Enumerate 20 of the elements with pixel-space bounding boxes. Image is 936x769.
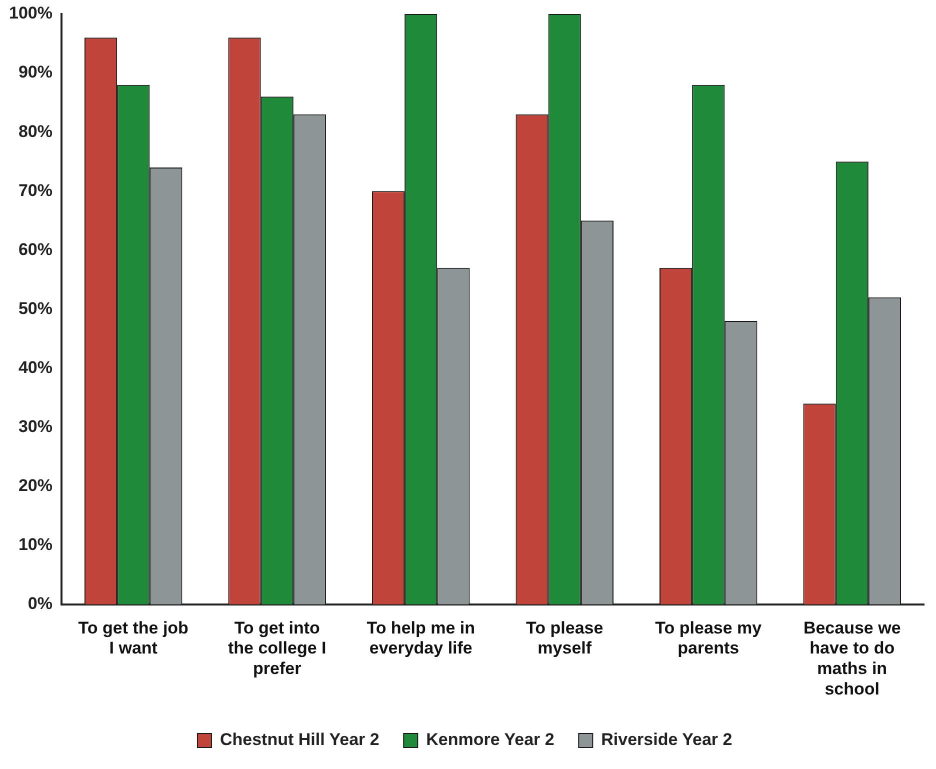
y-tick-label: 10% — [18, 535, 52, 554]
y-tick-label: 40% — [18, 358, 52, 377]
y-tick-label: 60% — [18, 240, 52, 259]
y-tick-label: 0% — [28, 594, 52, 614]
x-tick-label: To please myself — [526, 618, 604, 658]
x-tick-label: Because we have to do maths in school — [803, 618, 901, 698]
x-tick-label: To please my parents — [655, 618, 762, 658]
y-tick-label: 30% — [18, 416, 52, 436]
x-tick-label: To get into the college I prefer — [228, 618, 326, 678]
y-tick-label: 70% — [18, 180, 52, 200]
y-tick-label: 90% — [18, 62, 52, 82]
y-tick-label: 50% — [18, 298, 52, 318]
legend-label: Chestnut Hill Year 2 — [220, 730, 380, 750]
y-tick-label: 80% — [18, 122, 52, 141]
x-tick-label: To get the job I want — [78, 618, 188, 658]
legend-label: Kenmore Year 2 — [426, 730, 554, 750]
x-tick-label: To help me in everyday life — [366, 618, 476, 658]
legend-label: Riverside Year 2 — [601, 730, 732, 750]
y-tick-label: 100% — [8, 4, 52, 23]
y-tick-label: 20% — [18, 476, 52, 496]
